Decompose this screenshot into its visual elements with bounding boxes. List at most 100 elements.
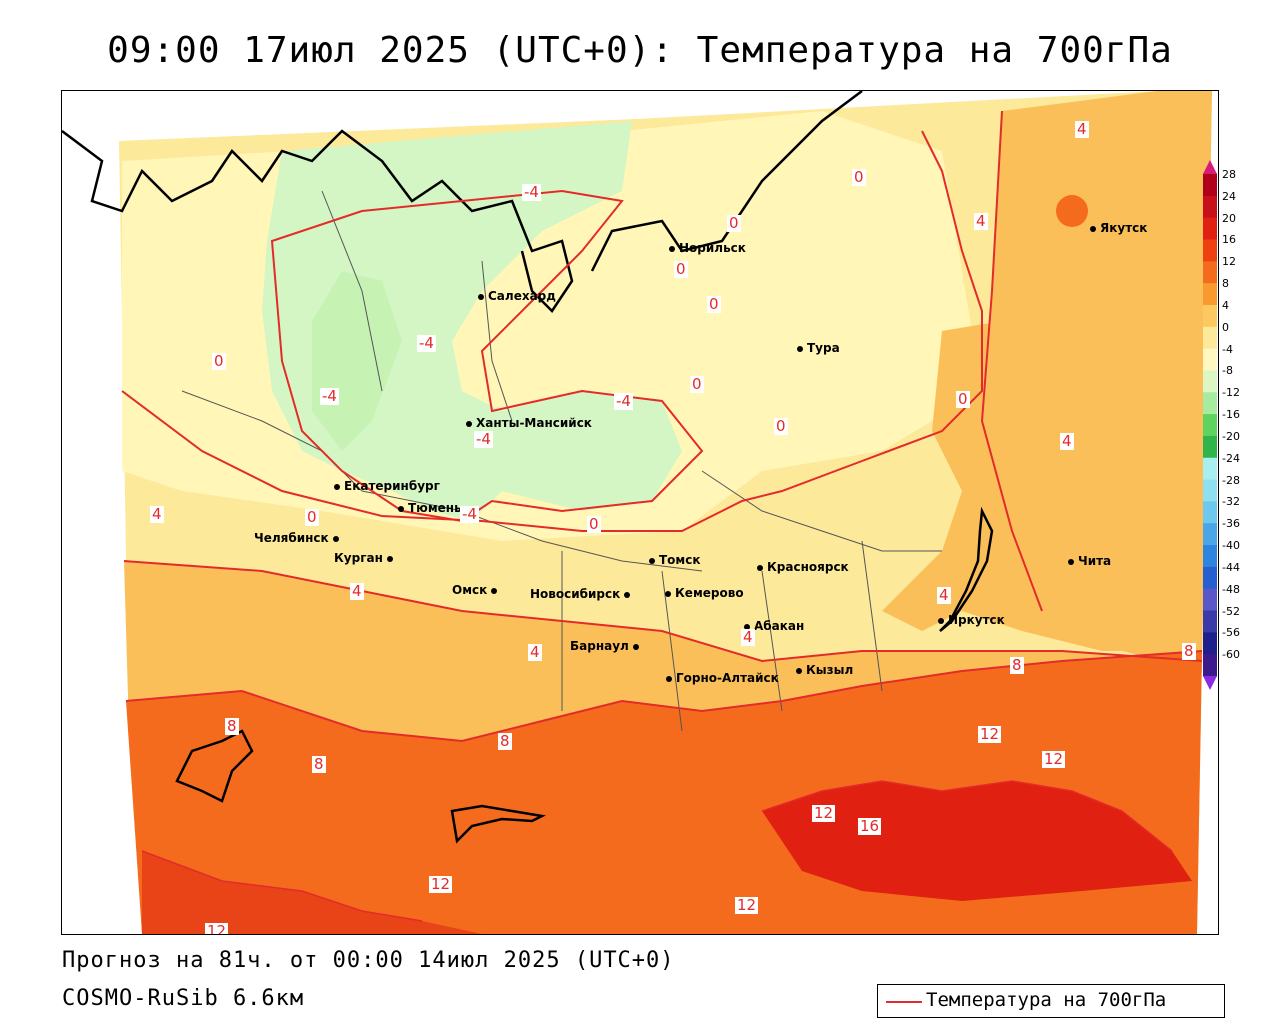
colorbar-tick-label: -56 <box>1222 626 1240 640</box>
city-norilsk: Норильск <box>669 241 746 255</box>
colorbar-tick-label: 12 <box>1222 255 1236 269</box>
contour-label: 0 <box>212 352 226 370</box>
colorbar-tick-label: -28 <box>1222 473 1240 487</box>
contour-label: 12 <box>735 896 759 914</box>
contour-label: 16 <box>858 817 882 835</box>
contour-label: 12 <box>429 875 453 893</box>
contour-label: 0 <box>305 508 319 526</box>
colorbar-tick-label: -60 <box>1222 648 1240 662</box>
contour-label: 12 <box>1042 750 1066 768</box>
city-novosibirsk: Новосибирск <box>530 587 634 601</box>
colorbar-swatch <box>1203 392 1217 415</box>
contour-label: 0 <box>707 295 721 313</box>
admin-boundaries <box>181 190 942 732</box>
temperature-map[interactable]: Норильск Салехард Тура Якутск Ханты-Манс… <box>61 90 1219 935</box>
colorbar-swatch <box>1203 566 1217 590</box>
contour-label: 8 <box>312 755 326 773</box>
contour-label: 0 <box>587 515 601 533</box>
contour-label: 0 <box>956 390 970 408</box>
band-cold-green-2 <box>312 271 402 451</box>
contour-label: 0 <box>727 214 741 232</box>
city-abakan: Абакан <box>744 619 804 633</box>
lake-balkhash <box>450 804 546 844</box>
city-dot-icon <box>478 293 484 300</box>
colorbar-bottom-arrow <box>1203 676 1217 690</box>
city-dot-icon <box>332 535 339 542</box>
colorbar-tick-label: -4 <box>1222 342 1233 356</box>
city-dot-icon <box>665 590 671 597</box>
city-dot-icon <box>669 245 675 252</box>
colorbar-tick-label: -12 <box>1222 386 1240 400</box>
contour-label: -4 <box>614 392 633 410</box>
contour-label: -4 <box>417 334 436 352</box>
legend-label: Температура на 700гПа <box>926 989 1167 1011</box>
colorbar-tick-label: 0 <box>1222 320 1229 334</box>
contour-four <box>123 560 1203 663</box>
contour-label: -4 <box>522 183 541 201</box>
colorbar-swatch <box>1203 414 1217 437</box>
contour-label: 0 <box>774 417 788 435</box>
city-dot-icon <box>386 555 393 562</box>
colorbar-tick-label: -48 <box>1222 582 1240 596</box>
contour-twelve <box>141 780 1173 922</box>
colorbar-swatch <box>1203 479 1217 502</box>
contour-label: 8 <box>1010 656 1024 674</box>
colorbar-swatch <box>1203 588 1217 612</box>
colorbar-tick-label: -20 <box>1222 429 1240 443</box>
contour-label: 8 <box>498 732 512 750</box>
colorbar-swatch <box>1203 239 1217 262</box>
city-dot-icon <box>466 420 472 427</box>
colorbar-swatch <box>1203 304 1217 328</box>
contour-eight <box>125 650 1203 743</box>
colorbar-tick-label: 24 <box>1222 189 1236 203</box>
colorbar-swatch <box>1203 195 1217 219</box>
city-dot-icon <box>649 557 655 564</box>
contour-minus4 <box>270 189 704 523</box>
colorbar-tick-label: -24 <box>1222 451 1240 465</box>
contour-label: 4 <box>528 643 542 661</box>
colorbar-tick-label: 16 <box>1222 233 1236 247</box>
colorbar-tick-label: -40 <box>1222 539 1240 553</box>
contour-label: 0 <box>690 375 704 393</box>
colorbar-tick-label: -8 <box>1222 364 1233 378</box>
city-dot-icon <box>491 587 498 594</box>
map-canvas <box>62 91 1218 934</box>
contour-label: 4 <box>741 628 755 646</box>
lake-west <box>175 729 254 803</box>
contour-label: -4 <box>460 505 479 523</box>
colorbar-swatch <box>1203 326 1217 350</box>
city-gorno-altaysk: Горно-Алтайск <box>666 671 779 685</box>
contour-label: 12 <box>205 923 229 934</box>
colorbar-tick-label: -32 <box>1222 495 1240 509</box>
city-kyzyl: Кызыл <box>796 663 853 677</box>
city-dot-icon <box>398 505 404 512</box>
colorbar-tick-label: 8 <box>1222 277 1229 291</box>
city-kurgan: Курган <box>334 551 397 565</box>
city-barnaul: Барнаул <box>570 639 643 653</box>
city-dot-icon <box>938 617 944 624</box>
colorbar-swatch <box>1203 523 1217 546</box>
city-tomsk: Томск <box>649 553 701 567</box>
colorbar-swatch <box>1203 632 1217 655</box>
coastline <box>62 91 863 313</box>
colorbar-swatch <box>1203 370 1217 393</box>
city-chelyabinsk: Челябинск <box>254 531 343 545</box>
colorbar-tick-label: 28 <box>1222 168 1236 181</box>
colorbar-top-arrow <box>1203 160 1217 174</box>
city-dot-icon <box>797 345 803 352</box>
contour-label: 0 <box>674 260 688 278</box>
contour-label: 4 <box>1075 120 1089 138</box>
city-dot-icon <box>624 591 631 598</box>
colorbar-swatch <box>1203 435 1217 459</box>
band-red-2 <box>142 851 482 934</box>
colorbar-swatch <box>1203 610 1217 633</box>
city-dot-icon <box>796 667 802 674</box>
contour-label: 4 <box>350 582 364 600</box>
contour-label: -4 <box>320 387 339 405</box>
city-kemerovo: Кемерово <box>665 586 744 600</box>
city-khanty-mansiysk: Ханты-Мансийск <box>466 416 592 430</box>
city-tyumen: Тюмень <box>398 501 462 515</box>
colorbar-swatch <box>1203 217 1217 240</box>
city-tura: Тура <box>797 341 840 355</box>
colorbar-swatch <box>1203 501 1217 524</box>
